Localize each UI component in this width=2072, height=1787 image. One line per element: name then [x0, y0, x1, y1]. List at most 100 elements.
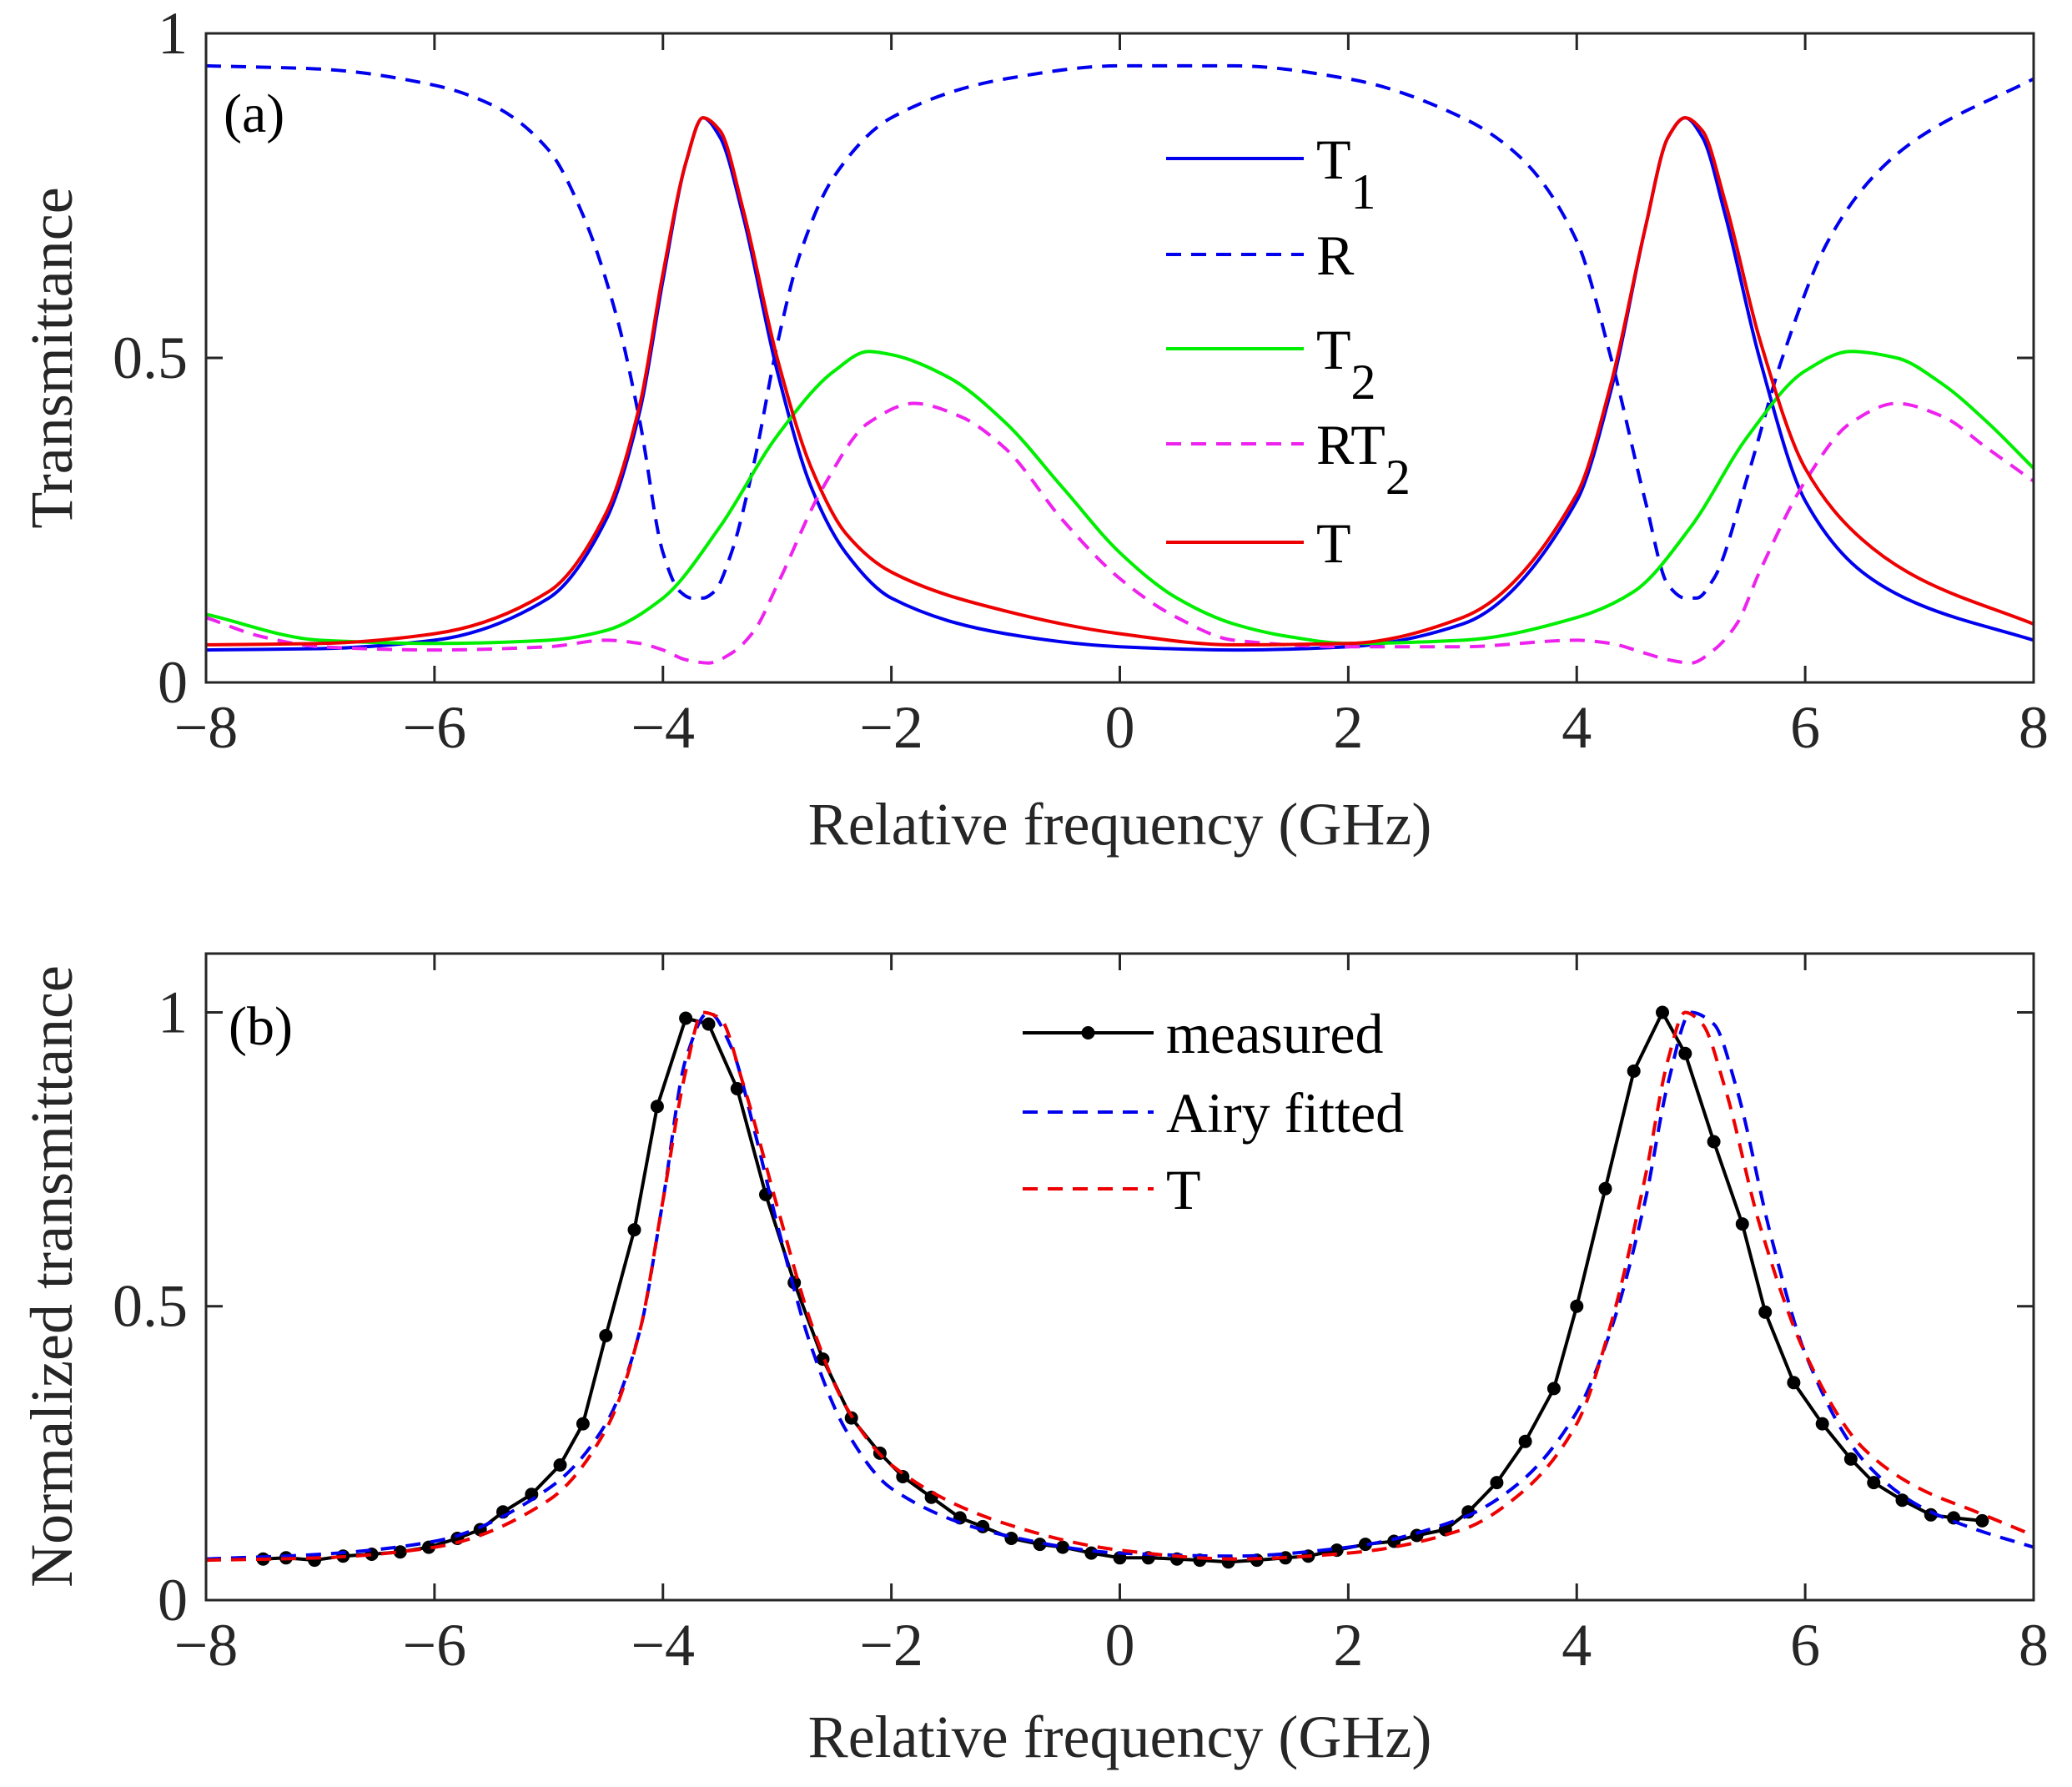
legend-label-main: T — [1166, 1158, 1201, 1221]
data-point-measured — [679, 1011, 693, 1025]
x-tick-label: −6 — [403, 1612, 467, 1679]
data-point-measured — [1867, 1476, 1881, 1490]
data-point-measured — [1787, 1376, 1801, 1390]
x-tick-label: 8 — [2019, 694, 2049, 761]
data-point-measured — [1895, 1493, 1909, 1508]
legend-label-subscript: 1 — [1351, 164, 1376, 219]
data-point-measured — [702, 1017, 716, 1031]
panel-a: −8 −6 −4 −2 0 2 4 6 8 0 0.5 1 Relative frequency (GH… — [18, 0, 2049, 858]
data-point-measured — [1490, 1476, 1504, 1490]
legend-label-main: T — [1316, 318, 1351, 381]
data-point-measured — [393, 1545, 407, 1559]
legend-label-airy: Airy fitted — [1166, 1081, 1404, 1145]
series-line-airy — [206, 1010, 2034, 1561]
data-point-measured — [1924, 1508, 1938, 1522]
x-tick-label: 2 — [1333, 1612, 1363, 1679]
x-tick-label: −6 — [403, 694, 467, 761]
data-point-measured — [553, 1458, 567, 1472]
data-point-measured — [1707, 1135, 1721, 1149]
data-point-measured — [1518, 1434, 1532, 1448]
data-point-measured — [1004, 1532, 1018, 1545]
data-point-measured — [1546, 1382, 1561, 1396]
data-point-measured — [1084, 1546, 1099, 1560]
data-point-measured — [1627, 1064, 1641, 1078]
x-tick-label: 6 — [1790, 1612, 1820, 1679]
legend-label-main: RT — [1316, 413, 1386, 476]
data-point-measured — [1678, 1046, 1692, 1060]
y-tick-label: 0 — [158, 1567, 188, 1633]
data-point-measured — [1033, 1538, 1047, 1552]
x-tick-label: 8 — [2019, 1612, 2049, 1679]
series-line-measured — [263, 1010, 1983, 1564]
y-tick-label: 0 — [158, 649, 188, 716]
data-point-measured — [1758, 1305, 1773, 1319]
legend-label-subscript: 2 — [1386, 450, 1411, 505]
x-tick-label: −2 — [859, 694, 923, 761]
y-tick-label: 1 — [158, 0, 188, 67]
data-point-measured — [1056, 1540, 1069, 1554]
data-point-measured — [1815, 1417, 1829, 1431]
legend-label-measured: measured — [1166, 1002, 1384, 1065]
legend-label-main: measured — [1166, 1002, 1384, 1065]
series-line-R — [206, 63, 2034, 600]
data-point-measured — [896, 1470, 910, 1483]
y-axis-label: Transmittance — [18, 187, 85, 528]
x-tick-label: 0 — [1105, 694, 1135, 761]
series-line-T — [206, 116, 2034, 647]
x-tick-label: 2 — [1333, 694, 1363, 761]
x-tick-label: 6 — [1790, 694, 1820, 761]
series-group — [206, 63, 2034, 665]
legend: measured Airy fitted T — [1023, 1002, 1404, 1221]
data-point-measured — [1843, 1452, 1858, 1466]
series-line-T2 — [206, 350, 2034, 646]
y-tick-label: 1 — [158, 979, 188, 1045]
y-tick-label: 0.5 — [113, 325, 188, 391]
data-point-measured — [650, 1100, 664, 1114]
data-point-measured — [1656, 1005, 1669, 1019]
y-axis-label: Normalized transmittance — [18, 965, 85, 1588]
x-tick-label: −4 — [631, 694, 695, 761]
y-tick-label: 0.5 — [113, 1273, 188, 1340]
series-line-Tb — [206, 1010, 2034, 1563]
series-group — [206, 1005, 2034, 1569]
data-point-measured — [1358, 1538, 1372, 1552]
panel-label: (a) — [224, 83, 284, 144]
x-tick-label: −4 — [631, 1612, 695, 1679]
data-point-measured — [730, 1082, 744, 1095]
legend-label-subscript: 2 — [1351, 355, 1376, 410]
series-line-T1 — [206, 116, 2034, 652]
data-point-measured — [1598, 1181, 1612, 1196]
x-tick-label: −2 — [859, 1612, 923, 1679]
legend-label-main: T — [1316, 511, 1351, 575]
legend-label-T2: T2 — [1316, 318, 1376, 410]
legend-label-T1: T1 — [1316, 128, 1376, 219]
legend-label-main: Airy fitted — [1166, 1081, 1404, 1145]
x-tick-label: 4 — [1562, 694, 1592, 761]
x-tick-label: −8 — [174, 694, 239, 761]
data-point-measured — [1975, 1513, 1989, 1528]
legend-label-Tb: T — [1166, 1158, 1201, 1221]
data-point-measured — [627, 1223, 641, 1237]
legend-label-main: R — [1316, 224, 1355, 287]
panel-label: (b) — [229, 996, 293, 1057]
x-axis-label: Relative frequency (GHz) — [808, 1704, 1432, 1770]
data-point-measured — [599, 1329, 613, 1342]
series-line-RT2 — [206, 401, 2034, 665]
axes-box — [204, 952, 2035, 1602]
x-tick-label: 4 — [1562, 1612, 1592, 1679]
data-point-measured — [1570, 1299, 1584, 1313]
legend-marker-measured — [1081, 1026, 1095, 1039]
legend-label-main: T — [1316, 128, 1351, 191]
legend-label-R: R — [1316, 224, 1355, 287]
panel-b: −8 −6 −4 −2 0 2 4 6 8 0 0.5 1 Relative frequency (GH… — [18, 952, 2049, 1770]
x-tick-label: 0 — [1105, 1612, 1135, 1679]
data-point-measured — [576, 1417, 590, 1431]
data-point-measured — [422, 1540, 435, 1554]
data-point-measured — [1735, 1217, 1749, 1231]
legend-label-RT2: RT2 — [1316, 413, 1411, 505]
x-tick-label: −8 — [174, 1612, 239, 1679]
legend-label-T: T — [1316, 511, 1351, 575]
x-axis-label: Relative frequency (GHz) — [808, 791, 1432, 858]
